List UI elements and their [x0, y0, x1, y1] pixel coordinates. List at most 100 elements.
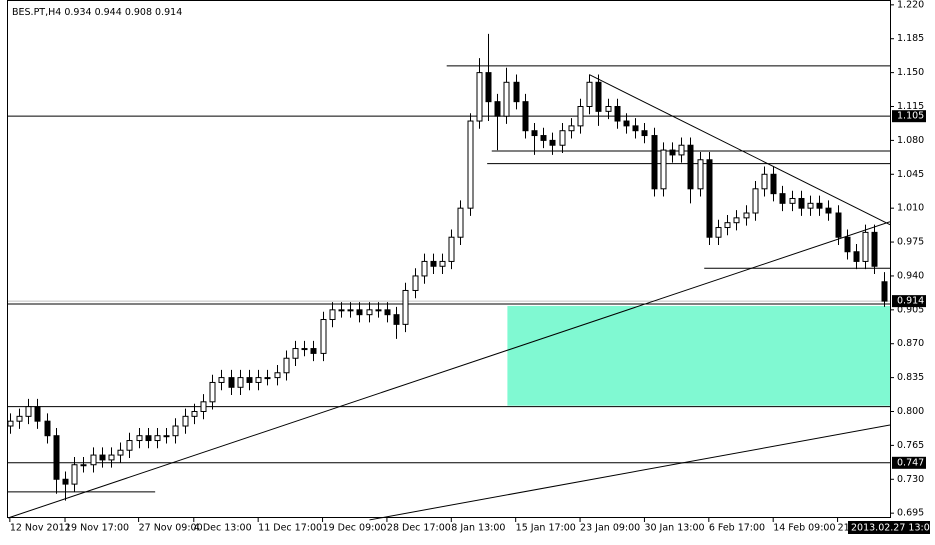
y-tick-label: 1.080 [897, 135, 924, 146]
y-tick-label: 0.695 [897, 508, 924, 519]
x-tick-label: 8 Jan 13:00 [451, 523, 505, 534]
candle-body [90, 454, 97, 466]
candle-body [706, 159, 713, 238]
candle-body [310, 348, 317, 354]
candle-body [329, 309, 336, 321]
time-tag-label: 2013.02.27 13:00 [851, 523, 935, 534]
candle-body [503, 81, 510, 117]
price-tag-label: 1.105 [897, 111, 924, 122]
x-tick-label: 11 Dec 17:00 [258, 523, 322, 534]
candle-body [844, 236, 851, 253]
candle-body [338, 309, 345, 312]
candle-body [154, 435, 161, 442]
candle-body [108, 454, 115, 461]
candle-body [163, 435, 170, 438]
y-tick-label: 1.150 [897, 67, 924, 78]
candle-body [862, 231, 869, 262]
open-value: 0.934 [64, 7, 91, 18]
candle-body [301, 348, 308, 351]
candle-body [715, 227, 722, 238]
candle-body [16, 415, 23, 422]
candle-body [384, 309, 391, 316]
candle-body [80, 464, 87, 467]
candle-body [494, 101, 501, 117]
x-tick-label: 19 Dec 09:00 [323, 523, 387, 534]
candle-body [816, 202, 823, 209]
candle-body [586, 81, 593, 108]
candle-body [172, 425, 179, 437]
candle-body [200, 401, 207, 412]
candle-body [577, 106, 584, 127]
candle-body [540, 135, 547, 141]
trendline [7, 221, 891, 519]
candle-body [485, 72, 492, 103]
symbol: BES.PT,H4 [12, 7, 61, 18]
candle-body [283, 357, 290, 374]
y-tick-label: 0.940 [897, 270, 924, 281]
candle-body [660, 149, 667, 190]
candle-body [99, 454, 106, 461]
candle-body [807, 202, 814, 209]
candle-body [136, 435, 143, 442]
x-tick-label: 21 [838, 523, 850, 534]
candle-body [44, 420, 51, 437]
candle-body [117, 449, 124, 456]
candle-body [669, 149, 676, 156]
candle-body [228, 377, 235, 388]
support-zone [507, 305, 890, 406]
candle-body [53, 435, 60, 480]
candle-body [218, 377, 225, 383]
candle-body [632, 125, 639, 132]
candle-body [25, 406, 32, 417]
candle-body [421, 260, 428, 277]
x-tick-label: 30 Jan 13:00 [644, 523, 704, 534]
candle-body [347, 309, 354, 312]
close-value: 0.914 [155, 7, 182, 18]
candle-body [182, 415, 189, 427]
candle-body [237, 377, 244, 388]
y-tick-label: 1.185 [897, 33, 924, 44]
candle-body [825, 207, 832, 214]
candle-body [412, 275, 419, 291]
candle-body [651, 135, 658, 190]
high-value: 0.944 [95, 7, 122, 18]
trendline [369, 424, 891, 521]
candle-body [71, 464, 78, 485]
candle-body [246, 377, 253, 383]
candle-body [531, 130, 538, 137]
candle-body [835, 212, 842, 238]
candle-body [292, 348, 299, 359]
y-tick-label: 0.835 [897, 372, 924, 383]
candle-body [789, 197, 796, 204]
chart-header: BES.PT,H4 0.934 0.944 0.908 0.914 [12, 7, 182, 18]
candle-body [126, 440, 133, 451]
candle-body [320, 319, 327, 354]
candle-body [191, 410, 198, 417]
x-tick-label: 4 Dec 13:00 [194, 523, 252, 534]
candle-body [678, 144, 685, 156]
y-tick-label: 0.905 [897, 304, 924, 315]
y-tick-label: 1.220 [897, 0, 924, 10]
y-tick-label: 0.730 [897, 474, 924, 485]
candle-body [402, 289, 409, 325]
candle-body [881, 281, 888, 302]
price-tag-box [892, 110, 926, 123]
candle-body [513, 81, 520, 103]
candle-body [770, 173, 777, 195]
candle-body [522, 101, 529, 132]
candle-body [724, 222, 731, 229]
candle-body [687, 144, 694, 190]
price-tag-box [892, 295, 926, 308]
candle-body [697, 159, 704, 190]
y-tick-label: 1.010 [897, 203, 924, 214]
y-tick-label: 0.800 [897, 406, 924, 417]
candle-body [264, 377, 271, 380]
x-tick-label: 14 Feb 09:00 [773, 523, 835, 534]
candle-body [366, 309, 373, 316]
candle-body [761, 173, 768, 190]
candle-body [559, 130, 566, 146]
candle-body [871, 231, 878, 267]
candle-body [595, 81, 602, 112]
